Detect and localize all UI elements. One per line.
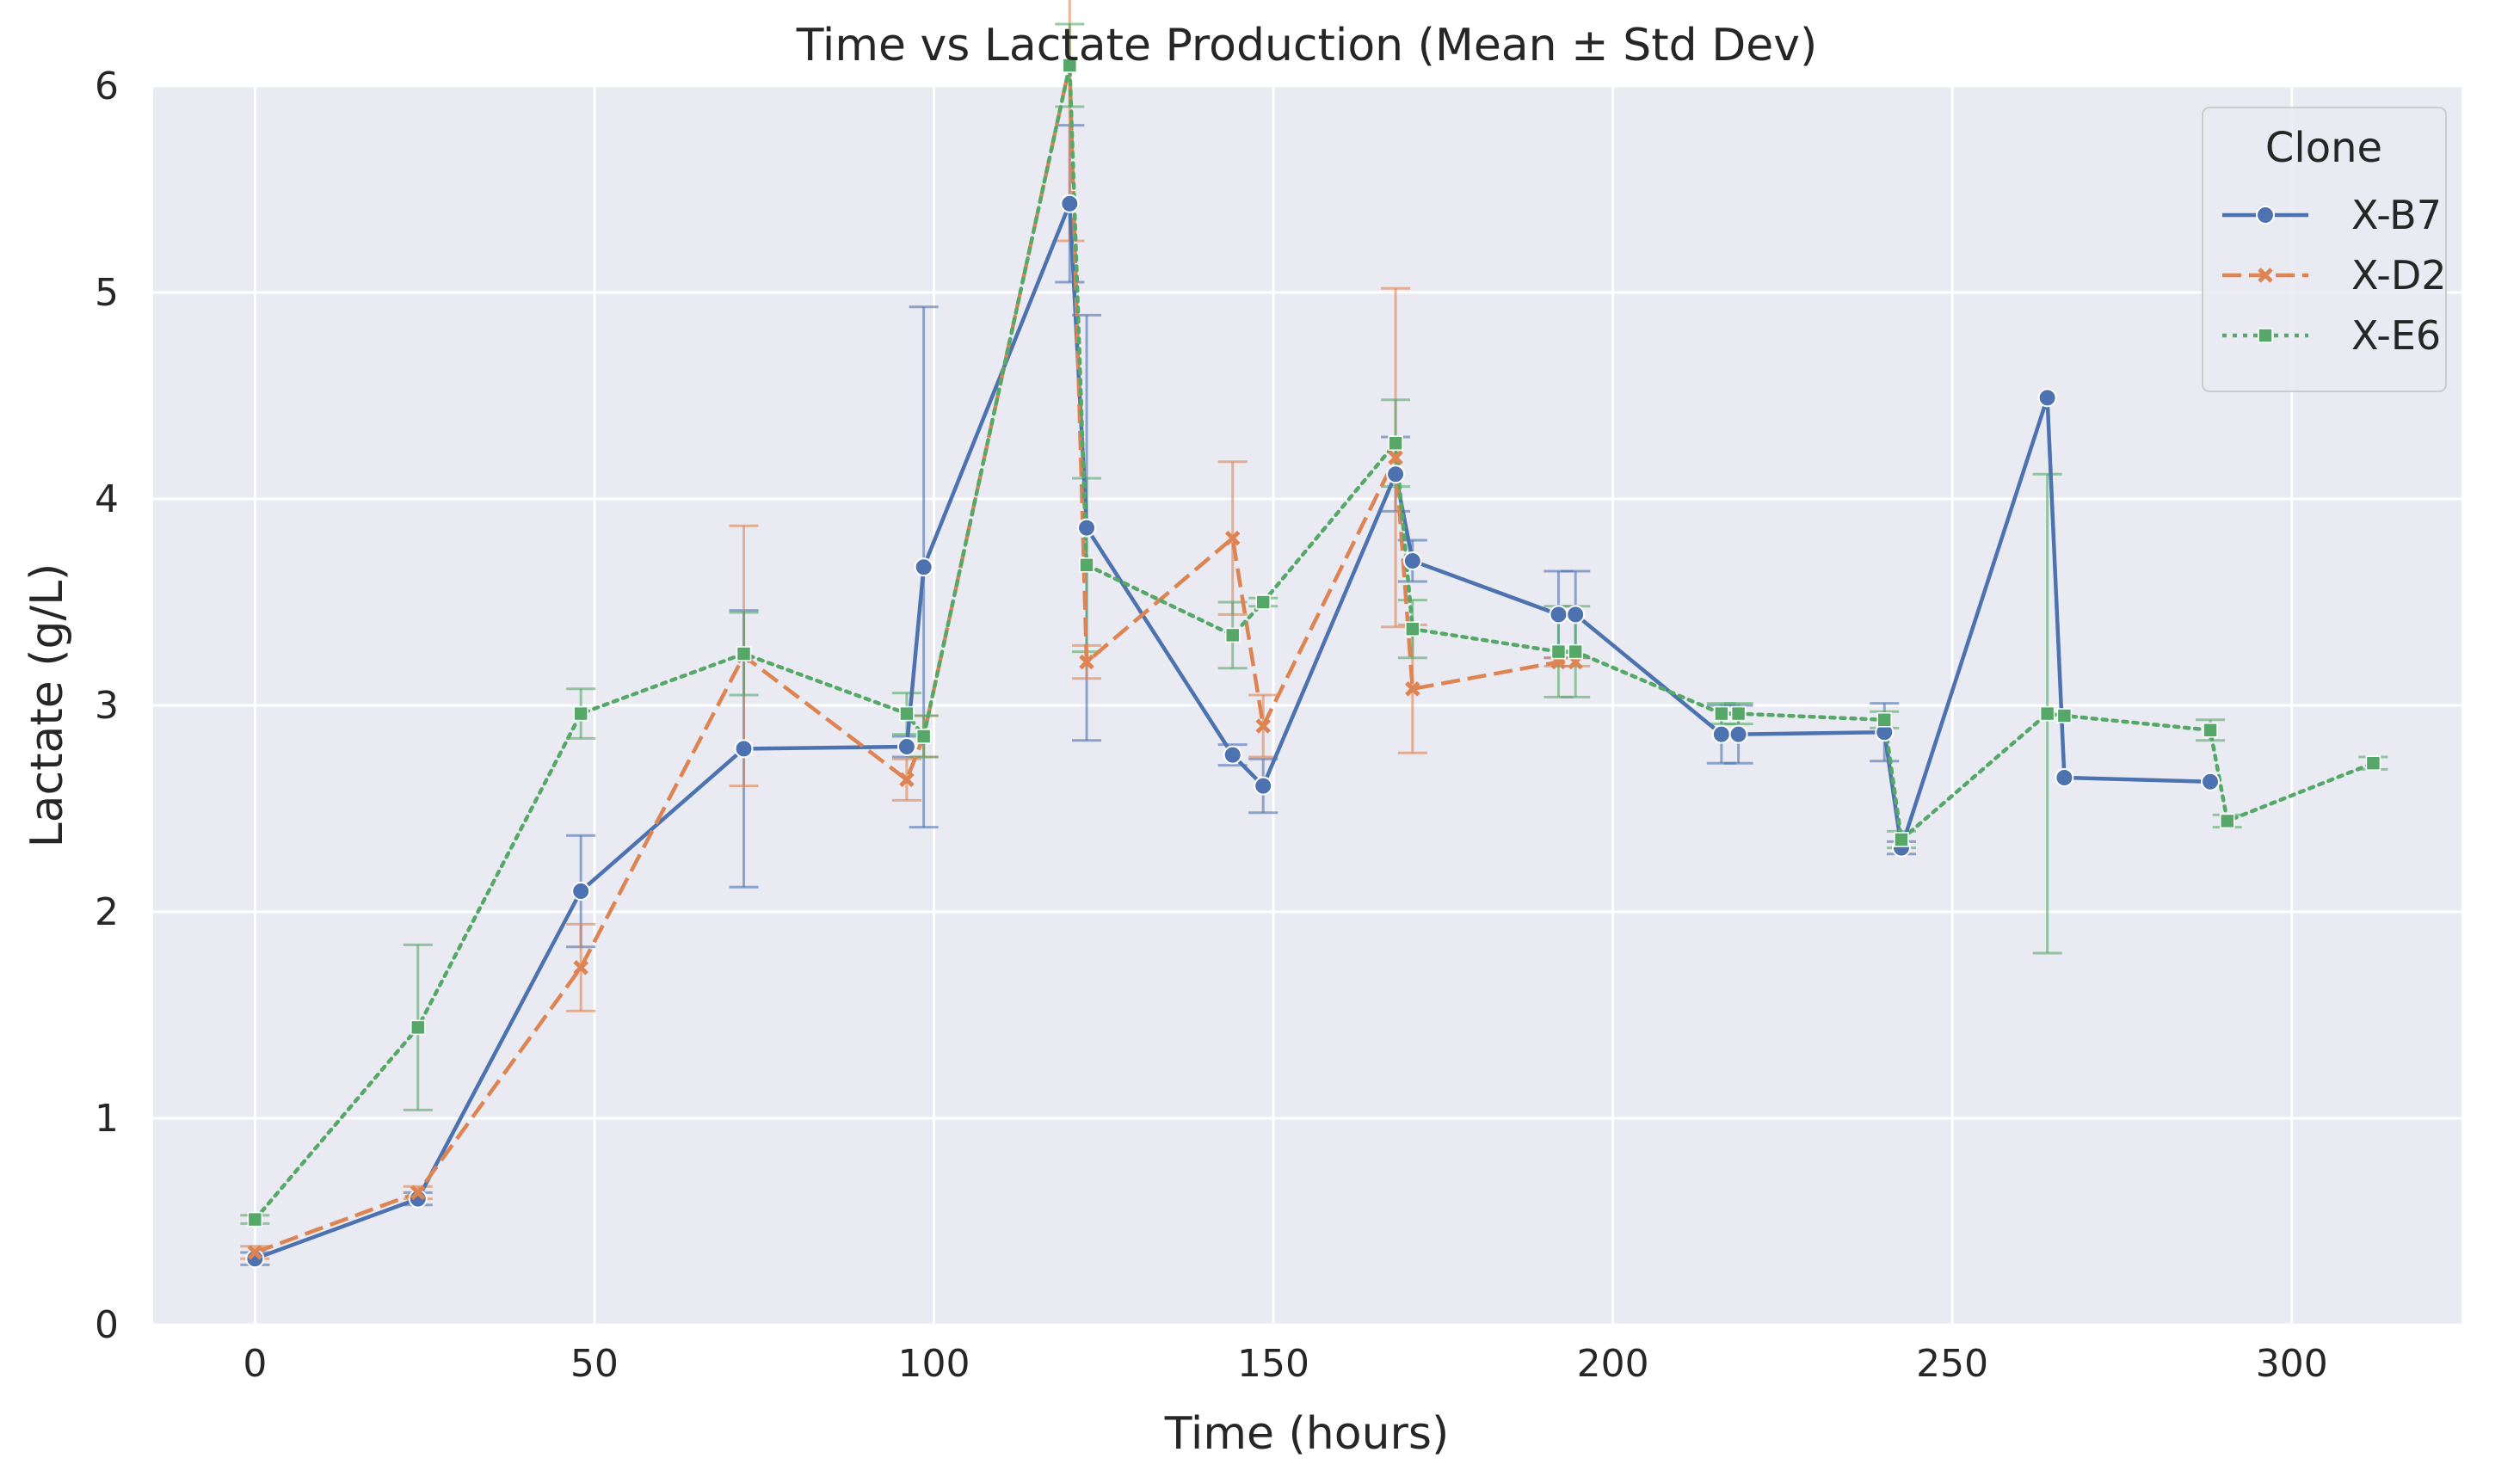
y-tick-label: 4	[95, 477, 119, 521]
x-axis-title: Time (hours)	[1164, 1408, 1450, 1460]
data-point-x-d2	[1255, 718, 1271, 734]
data-point-x-b7	[1077, 518, 1097, 538]
data-point-x-e6	[1714, 705, 1729, 722]
data-point-x-e6	[1730, 705, 1747, 722]
data-point-x-b7	[1402, 551, 1422, 570]
legend-label-x-e6: X-E6	[2351, 312, 2441, 359]
data-point-x-d2	[1388, 450, 1403, 465]
legend-title: Clone	[2265, 124, 2382, 172]
data-point-x-e6	[915, 729, 932, 744]
data-point-x-d2	[410, 1185, 426, 1201]
data-point-x-d2	[1079, 654, 1094, 670]
data-point-x-b7	[1549, 605, 1568, 625]
data-point-x-b7	[571, 882, 591, 901]
x-tick-label: 100	[897, 1342, 970, 1386]
legend-box	[2202, 107, 2447, 392]
data-point-x-e6	[1255, 594, 1271, 610]
data-point-x-e6	[410, 1019, 426, 1036]
x-mark-stroke	[573, 960, 588, 975]
x-mark-stroke	[1224, 530, 1241, 546]
data-point-x-e6	[736, 646, 752, 662]
data-point-x-b7	[2055, 768, 2074, 787]
data-point-x-b7	[734, 739, 754, 759]
legend-marker-x-b7	[2256, 206, 2275, 225]
legend-marker-x-d2	[2258, 268, 2273, 283]
data-point-x-e6	[2056, 708, 2073, 723]
data-point-x-d2	[247, 1245, 263, 1260]
data-point-x-e6	[2365, 755, 2381, 771]
data-point-x-b7	[2037, 388, 2057, 408]
series-markers	[245, 58, 2381, 1269]
x-mark-stroke	[1405, 681, 1420, 697]
x-tick-label: 50	[570, 1342, 619, 1386]
data-point-x-d2	[1224, 530, 1241, 546]
legend: Clone X-B7 X-D2 X-E6	[2202, 107, 2447, 392]
y-tick-label: 3	[95, 684, 119, 728]
data-point-x-e6	[1079, 557, 1094, 573]
data-point-x-b7	[2201, 772, 2221, 791]
y-tick-label: 5	[95, 271, 119, 315]
data-point-x-e6	[1894, 832, 1909, 847]
y-tick-label: 6	[95, 65, 119, 108]
data-point-x-e6	[2039, 705, 2055, 722]
legend-label-x-b7: X-B7	[2351, 192, 2442, 238]
legend-marker-x-e6	[2258, 328, 2273, 343]
data-point-x-e6	[1405, 621, 1420, 637]
data-point-x-b7	[914, 557, 933, 577]
data-point-x-e6	[247, 1211, 263, 1228]
x-tick-label: 300	[2256, 1342, 2328, 1386]
data-point-x-b7	[1711, 724, 1731, 744]
data-point-x-b7	[1566, 605, 1586, 625]
data-point-x-e6	[1550, 643, 1567, 660]
x-tick-label: 150	[1237, 1342, 1309, 1386]
y-tick-label: 0	[95, 1303, 119, 1347]
x-mark-stroke	[247, 1245, 263, 1260]
data-point-x-b7	[1223, 745, 1242, 765]
tick-labels: 0 50 100 150 200 250 300 0 1 2 3 4 5 6	[95, 65, 2328, 1386]
legend-label-x-d2: X-D2	[2351, 252, 2447, 298]
grid-lines	[153, 84, 2461, 1326]
data-point-x-d2	[899, 772, 915, 788]
x-mark-stroke	[1079, 654, 1094, 670]
data-point-x-b7	[1386, 465, 1406, 484]
data-point-x-e6	[1876, 712, 1892, 728]
data-point-x-e6	[1224, 627, 1241, 643]
x-tick-label: 250	[1916, 1342, 1988, 1386]
data-point-x-e6	[2203, 723, 2218, 738]
data-point-x-e6	[1568, 643, 1583, 660]
data-point-x-b7	[1060, 194, 1080, 213]
x-tick-label: 200	[1577, 1342, 1649, 1386]
data-point-x-d2	[1405, 681, 1420, 697]
x-mark-stroke	[2258, 268, 2273, 283]
data-point-x-e6	[899, 705, 915, 722]
data-point-x-e6	[1388, 435, 1403, 451]
data-point-x-b7	[1728, 724, 1748, 744]
x-tick-label: 0	[243, 1342, 267, 1386]
x-mark-stroke	[1388, 450, 1403, 465]
x-mark-stroke	[410, 1185, 426, 1201]
x-mark-stroke	[1255, 718, 1271, 734]
chart-title: Time vs Lactate Production (Mean ± Std D…	[796, 20, 1818, 71]
data-point-x-b7	[1254, 776, 1273, 796]
data-point-x-e6	[573, 705, 588, 722]
y-tick-label: 1	[95, 1097, 119, 1141]
y-axis-title: Lactate (g/L)	[22, 563, 73, 848]
y-tick-label: 2	[95, 890, 119, 934]
data-point-x-d2	[573, 960, 588, 975]
data-point-x-b7	[896, 737, 916, 756]
data-point-x-e6	[2220, 813, 2235, 829]
x-mark-stroke	[899, 772, 915, 788]
data-point-x-e6	[1062, 58, 1078, 73]
